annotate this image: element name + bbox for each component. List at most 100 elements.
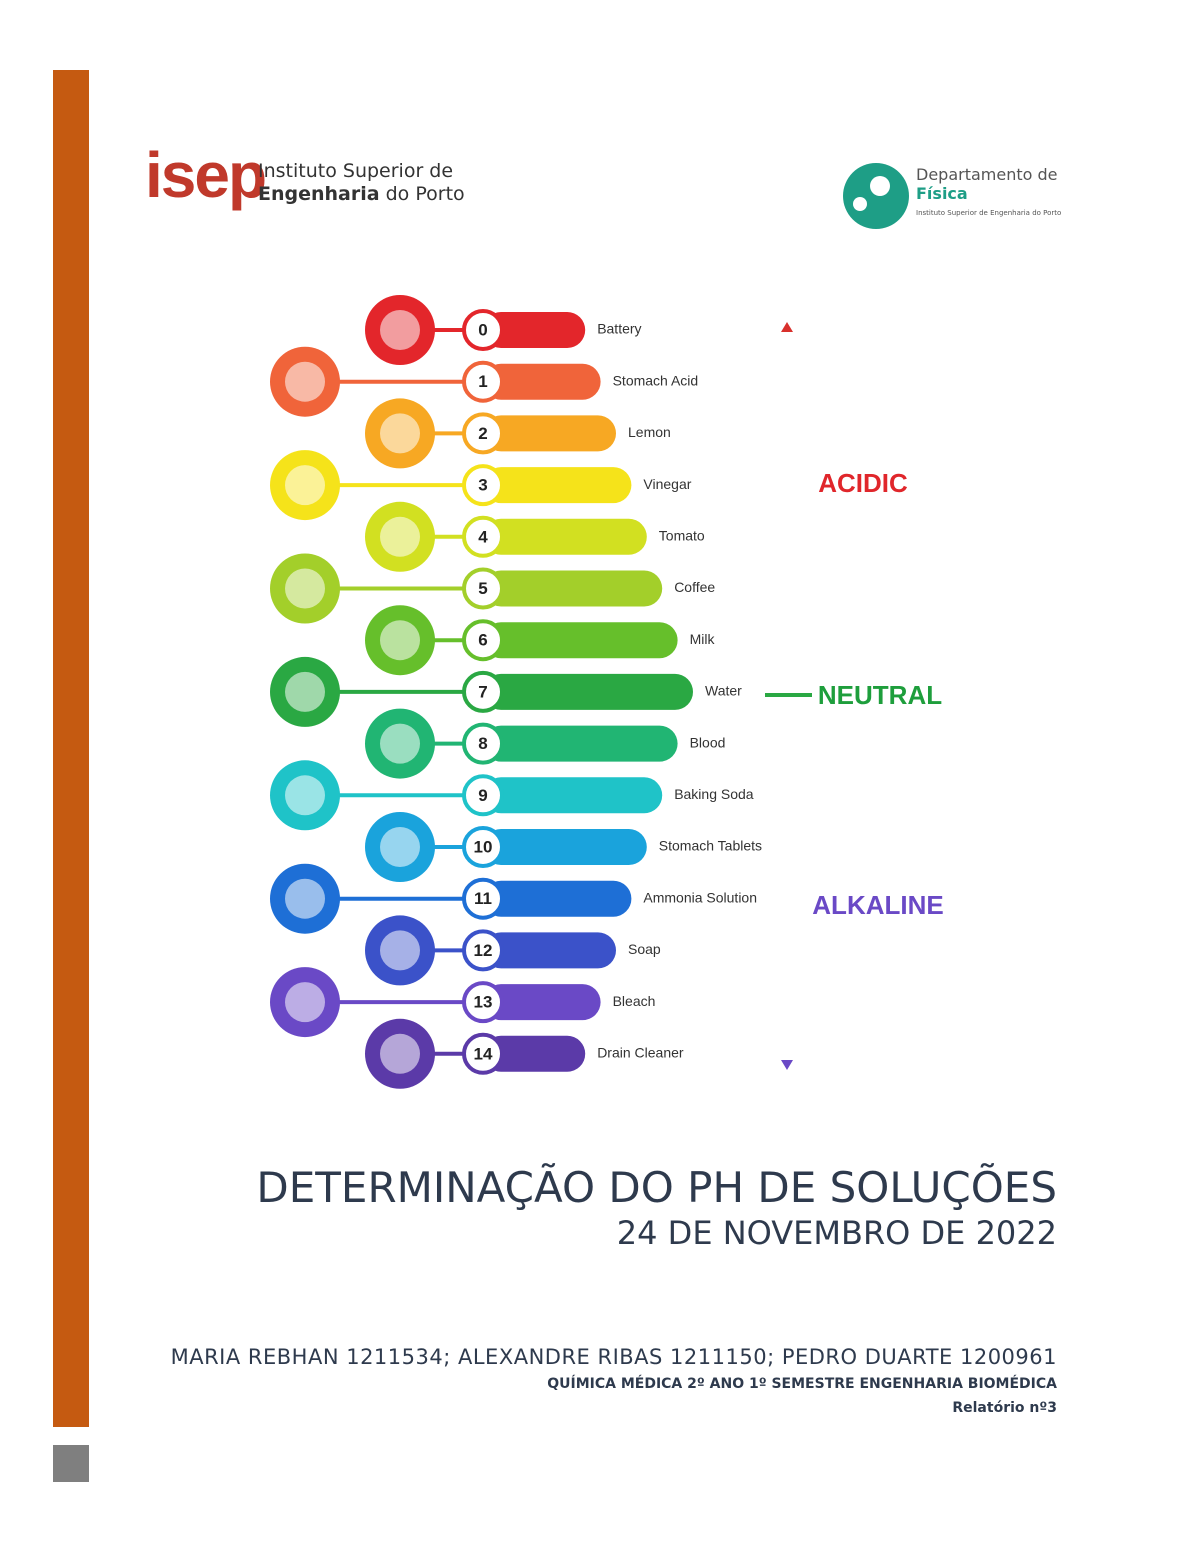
ph-scale: ACIDIC NEUTRAL ALKALINE 0 Battery 1 Stomach… [270, 295, 944, 1089]
icon-inner [285, 568, 325, 609]
number-circle [462, 1032, 504, 1075]
dept-line1: Departamento de [916, 165, 1058, 184]
ph-number: 12 [474, 941, 493, 960]
ph-label: Stomach Acid [613, 372, 699, 388]
ph-label: Bleach [613, 993, 656, 1009]
icon-inner [285, 775, 325, 816]
ph-number: 3 [478, 476, 487, 495]
icon-inner [285, 982, 325, 1023]
icon-inner [380, 723, 420, 764]
ph-label: Drain Cleaner [597, 1045, 684, 1061]
bar [483, 777, 663, 814]
ph-number: 2 [478, 424, 487, 443]
number-circle [462, 670, 504, 713]
bar [483, 467, 632, 504]
number-circle [462, 515, 504, 558]
ph-number: 8 [478, 734, 487, 753]
logo-dot [853, 197, 867, 211]
dept-line3: Instituto Superior de Engenharia do Port… [916, 209, 1062, 217]
ph-label: Blood [690, 734, 726, 750]
ph-number: 9 [478, 786, 487, 805]
bar [483, 518, 647, 555]
ph-label: Baking Soda [674, 786, 754, 802]
icon-inner [380, 930, 420, 971]
dept-logo-icon [843, 163, 909, 229]
side-bar [53, 70, 89, 1427]
number-circle [462, 981, 504, 1024]
bar [483, 363, 601, 400]
icon-inner [380, 413, 420, 454]
bar [483, 415, 616, 452]
number-circle [462, 464, 504, 507]
ph-number: 4 [478, 527, 488, 546]
icon-inner [380, 620, 420, 661]
ph-label: Vinegar [643, 476, 691, 492]
ph-number: 7 [478, 682, 487, 701]
alkaline-label: ALKALINE [812, 890, 943, 920]
bar [483, 570, 663, 607]
number-circle [462, 619, 504, 662]
logo-circle [843, 163, 909, 229]
isep-name: Instituto Superior de Engenharia do Port… [258, 160, 465, 206]
ph-label: Soap [628, 941, 661, 957]
bar [483, 1035, 586, 1072]
ph-label: Water [705, 683, 742, 699]
ph-label: Coffee [674, 579, 715, 595]
bar [483, 673, 693, 710]
course: QUÍMICA MÉDICA 2º ANO 1º SEMESTRE ENGENH… [547, 1376, 1057, 1392]
arrow-head [781, 322, 793, 332]
ph-number: 10 [474, 837, 493, 856]
ph-label: Tomato [659, 528, 705, 544]
number-circle [462, 567, 504, 610]
ph-number: 1 [478, 372, 487, 391]
bar [483, 984, 601, 1021]
number-circle [462, 412, 504, 455]
icon-inner [380, 1033, 420, 1074]
isep-mark: isep [145, 139, 267, 211]
ph-label: Ammonia Solution [643, 889, 757, 905]
bar [483, 829, 647, 865]
title: DETERMINAÇÃO DO PH DE SOLUÇÕES [256, 1163, 1057, 1212]
dept-logo-text: Departamento de Física Instituto Superio… [916, 165, 1061, 217]
authors: MARIA REBHAN 1211534; ALEXANDRE RIBAS 12… [170, 1345, 1057, 1369]
ph-label: Lemon [628, 424, 671, 440]
bar [483, 725, 678, 762]
report: Relatório nº3 [952, 1400, 1057, 1416]
icon-inner [285, 465, 325, 506]
ph-number: 5 [478, 579, 487, 598]
number-circle [462, 826, 504, 868]
side-square [53, 1445, 89, 1482]
isep-line2: Engenharia do Porto [258, 183, 465, 206]
bar [483, 932, 616, 969]
number-circle [462, 929, 504, 972]
ph-number: 11 [474, 889, 492, 908]
neutral-label: NEUTRAL [818, 680, 942, 710]
icon-inner [285, 671, 325, 712]
date: 24 DE NOVEMBRO DE 2022 [616, 1214, 1057, 1252]
icon-inner [380, 310, 420, 350]
ph-label: Stomach Tablets [659, 838, 762, 854]
ph-label: Milk [690, 631, 716, 647]
number-circle [462, 722, 504, 765]
icon-inner [380, 516, 420, 557]
icon-inner [285, 361, 325, 402]
icon-inner [285, 878, 325, 919]
arrow-head [781, 1060, 793, 1070]
ph-number: 13 [474, 993, 493, 1012]
dept-line2: Física [916, 184, 968, 203]
number-circle [462, 877, 504, 920]
acidic-label: ACIDIC [818, 468, 908, 498]
number-circle [462, 309, 504, 351]
number-circle [462, 360, 504, 403]
ph-number: 0 [478, 320, 487, 339]
ph-label: Battery [597, 321, 641, 337]
isep-line2-rest: do Porto [385, 183, 465, 205]
bar [483, 622, 678, 659]
icon-inner [380, 827, 420, 867]
bar [483, 312, 586, 348]
ph-number: 6 [478, 631, 487, 650]
ph-number: 14 [474, 1044, 493, 1063]
number-circle [462, 774, 504, 817]
isep-line2-bold: Engenharia [258, 183, 380, 205]
